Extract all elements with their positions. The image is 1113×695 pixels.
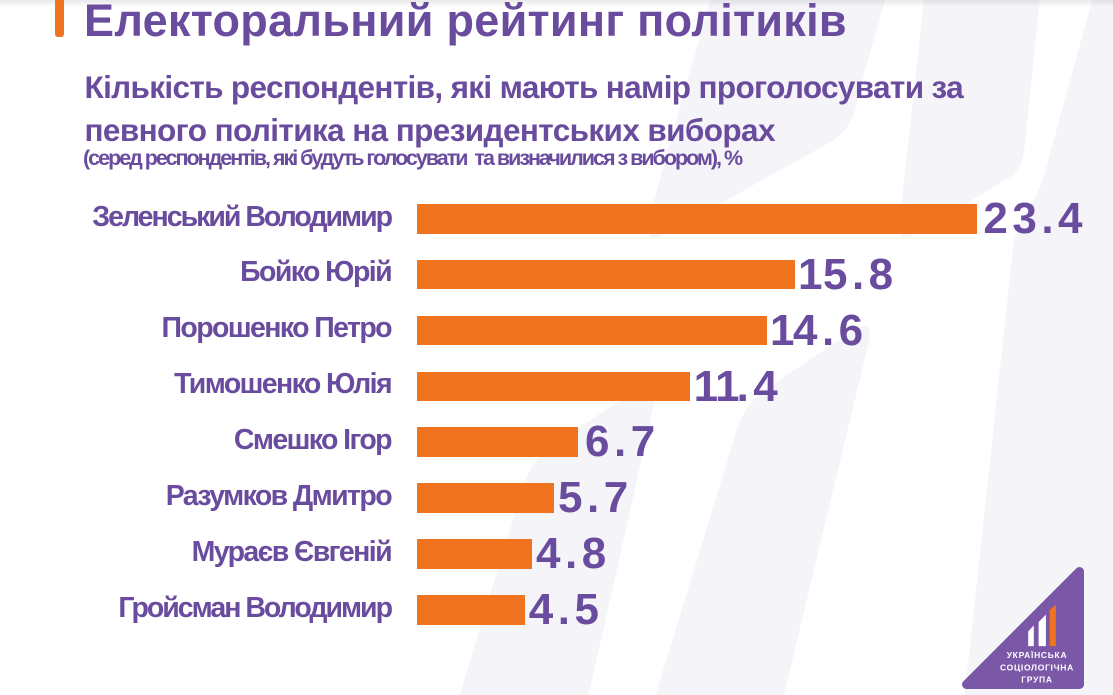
svg-text:СОЦІОЛОГІЧНА: СОЦІОЛОГІЧНА (1000, 662, 1074, 672)
svg-text:ГРУПА: ГРУПА (1021, 675, 1052, 685)
svg-text:УКРАЇНСЬКА: УКРАЇНСЬКА (1007, 650, 1068, 660)
